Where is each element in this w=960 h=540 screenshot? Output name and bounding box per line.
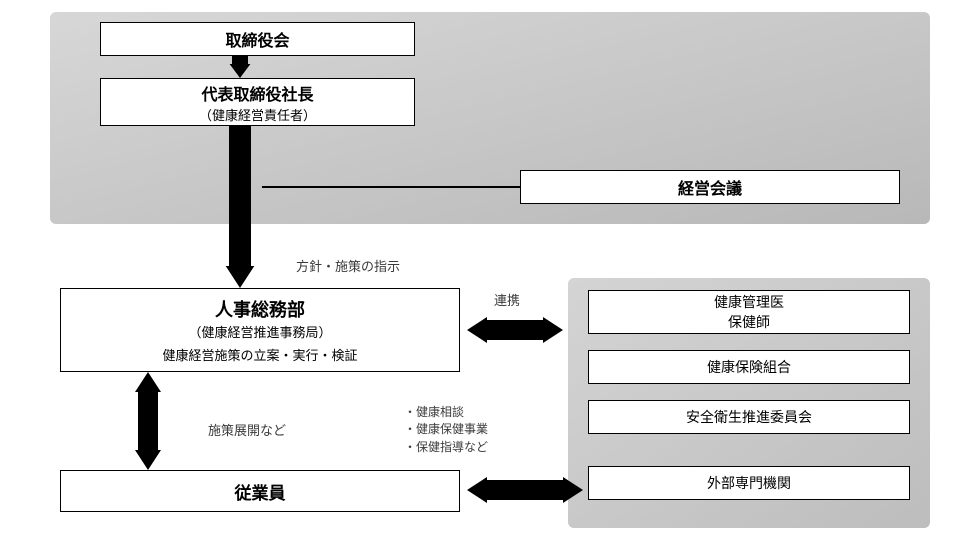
arrow-board-to-ceo [230,56,251,78]
arrow-hr-emp [135,372,161,470]
arrow-hr-right [467,317,563,343]
arrow-ceo-to-hr [226,126,255,288]
arrow-emp-right [467,477,583,503]
arrows-layer [0,0,960,540]
